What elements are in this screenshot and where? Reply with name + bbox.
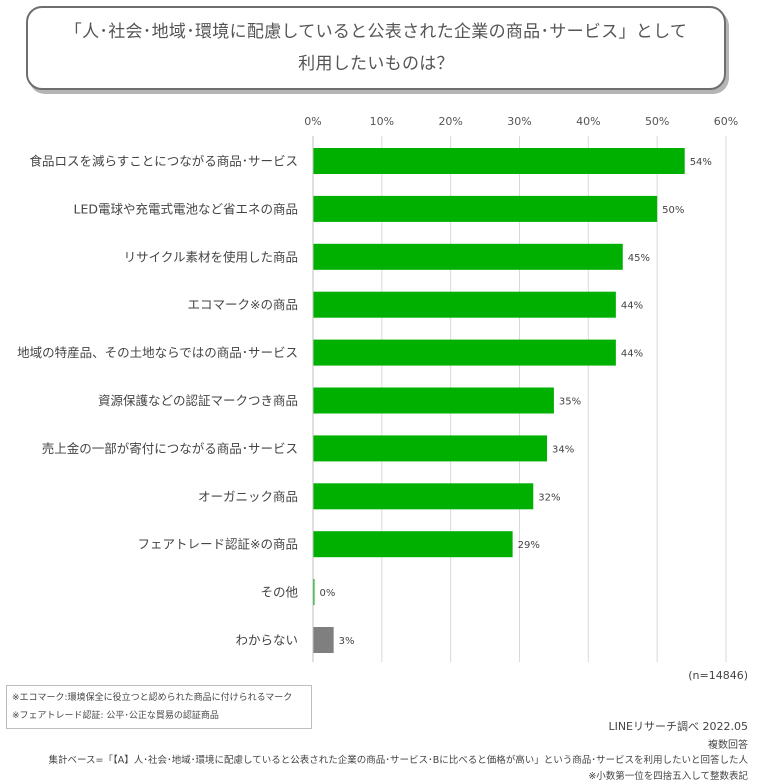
- bar: [313, 627, 334, 653]
- bar: [313, 483, 534, 510]
- notes-box: ※エコマーク:環境保全に役立つと認められた商品に付けられるマーク ※フェアトレー…: [6, 685, 312, 729]
- bar: [313, 435, 548, 462]
- data-label: 54%: [690, 157, 712, 168]
- category-label: 食品ロスを減らすことにつながる商品･サービス: [29, 154, 298, 169]
- title-box: 「人･社会･地域･環境に配慮していると公表された企業の商品･サービス」として 利…: [26, 6, 726, 90]
- x-tick-label: 60%: [714, 115, 738, 128]
- bar: [313, 243, 623, 270]
- note-ecomark: ※エコマーク:環境保全に役立つと認められた商品に付けられるマーク: [12, 693, 293, 703]
- bar: [313, 291, 616, 318]
- chart-title-line-1: 「人･社会･地域･環境に配慮していると公表された企業の商品･サービス」として: [64, 22, 688, 42]
- x-tick-label: 50%: [645, 115, 669, 128]
- category-label: わからない: [235, 633, 298, 648]
- x-tick-label: 20%: [438, 115, 462, 128]
- sample-size: (n=14846): [688, 669, 748, 682]
- x-tick-label: 30%: [507, 115, 531, 128]
- data-label: 0%: [320, 588, 336, 599]
- category-label: リサイクル素材を使用した商品: [124, 249, 298, 264]
- bar: [313, 387, 554, 414]
- x-tick-label: 0%: [304, 115, 321, 128]
- category-label: LED電球や充電式電池など省エネの商品: [74, 201, 299, 216]
- data-label: 34%: [552, 444, 574, 455]
- data-label: 32%: [538, 492, 560, 503]
- chart-title-line-2: 利用したいものは？: [298, 54, 454, 74]
- base-label: 集計ベース=「【A】人･社会･地域･環境に配慮していると公表された企業の商品･サ…: [48, 755, 748, 766]
- note-fairtrade: ※フェアトレード認証: 公平･公正な貿易の認証商品: [12, 711, 219, 721]
- answer-type-label: 複数回答: [708, 740, 748, 751]
- category-label: エコマーク※の商品: [188, 297, 298, 312]
- bar: [313, 531, 513, 558]
- data-label: 29%: [518, 540, 540, 551]
- data-label: 45%: [628, 253, 650, 264]
- bar-chart: 0% 10% 20% 30% 40% 50% 60% 食品ロスを減らすことにつながる商品･サー…: [17, 115, 738, 662]
- category-label: オーガニック商品: [198, 489, 298, 504]
- rounding-note: ※小数第一位を四捨五入して整数表記: [588, 771, 748, 782]
- category-label: 地域の特産品、その土地ならではの商品･サービス: [17, 345, 298, 360]
- bar: [313, 579, 315, 606]
- data-label: 3%: [339, 636, 355, 647]
- bar: [313, 339, 616, 366]
- x-tick-label: 10%: [370, 115, 394, 128]
- category-label: 売上金の一部が寄付につながる商品･サービス: [42, 441, 298, 456]
- x-tick-label: 40%: [576, 115, 600, 128]
- bar: [313, 148, 685, 174]
- data-label: 44%: [621, 301, 643, 312]
- source-label: LINEリサーチ調べ 2022.05: [608, 720, 748, 733]
- bar: [313, 195, 658, 222]
- category-label: フェアトレード認証※の商品: [138, 537, 298, 552]
- category-label: 資源保護などの認証マークつき商品: [98, 393, 298, 408]
- data-label: 35%: [559, 397, 581, 408]
- category-label: その他: [260, 585, 298, 600]
- data-label: 44%: [621, 349, 643, 360]
- data-label: 50%: [662, 205, 684, 216]
